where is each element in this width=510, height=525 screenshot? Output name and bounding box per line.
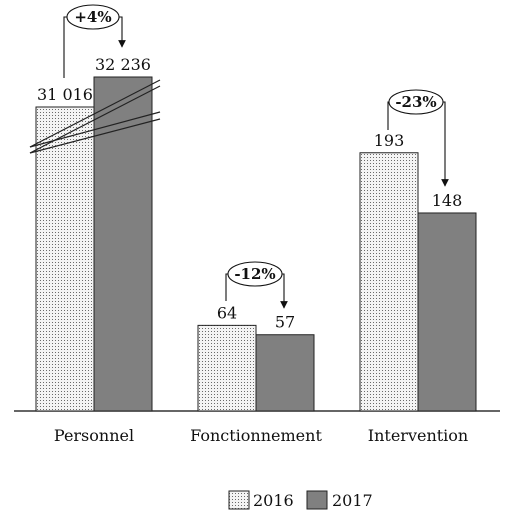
value-label-intervention-2017: 148 [432,191,463,210]
axis-break-line-2 [29,79,161,148]
bar-personnel-2017 [93,76,153,412]
change-ellipse-personnel [66,4,120,30]
bar-personnel-2016 [35,106,95,412]
change-label-fonctionnement: -12% [234,265,275,283]
legend-swatch-2017 [306,490,328,510]
bar-fonctionnement-2016 [197,324,257,412]
value-label-intervention-2016: 193 [374,131,405,150]
legend-label-2017: 2017 [332,491,373,510]
value-label-personnel-2017: 32 236 [95,55,151,74]
bar-intervention-2017 [417,212,477,412]
value-label-personnel-2016: 31 016 [37,85,93,104]
category-label-personnel: Personnel [54,426,134,445]
change-connector-personnel [63,16,67,78]
value-label-fonctionnement-2017: 57 [275,313,295,332]
change-connector-intervention [387,101,389,130]
change-connector-fonctionnement [225,273,228,301]
legend-label-2016: 2016 [253,491,294,510]
value-label-fonctionnement-2016: 64 [217,303,237,322]
change-arrow-fonctionnement [280,273,288,309]
legend: 2016 2017 [228,490,373,510]
change-label-intervention: -23% [395,93,436,111]
bar-intervention-2016 [359,152,419,412]
category-label-intervention: Intervention [368,426,468,445]
change-ellipse-intervention [388,89,444,115]
legend-swatch-2016 [228,490,250,510]
axis-break-line-4 [29,111,161,148]
change-arrow-personnel [118,16,126,48]
bar-fonctionnement-2017 [255,334,315,412]
category-label-fonctionnement: Fonctionnement [190,426,322,445]
change-arrow-intervention [441,101,449,187]
axis-break-line-3 [29,118,161,154]
change-label-personnel: +4% [74,8,111,26]
axis-break-line-1 [29,85,161,154]
change-ellipse-fonctionnement [227,261,283,287]
